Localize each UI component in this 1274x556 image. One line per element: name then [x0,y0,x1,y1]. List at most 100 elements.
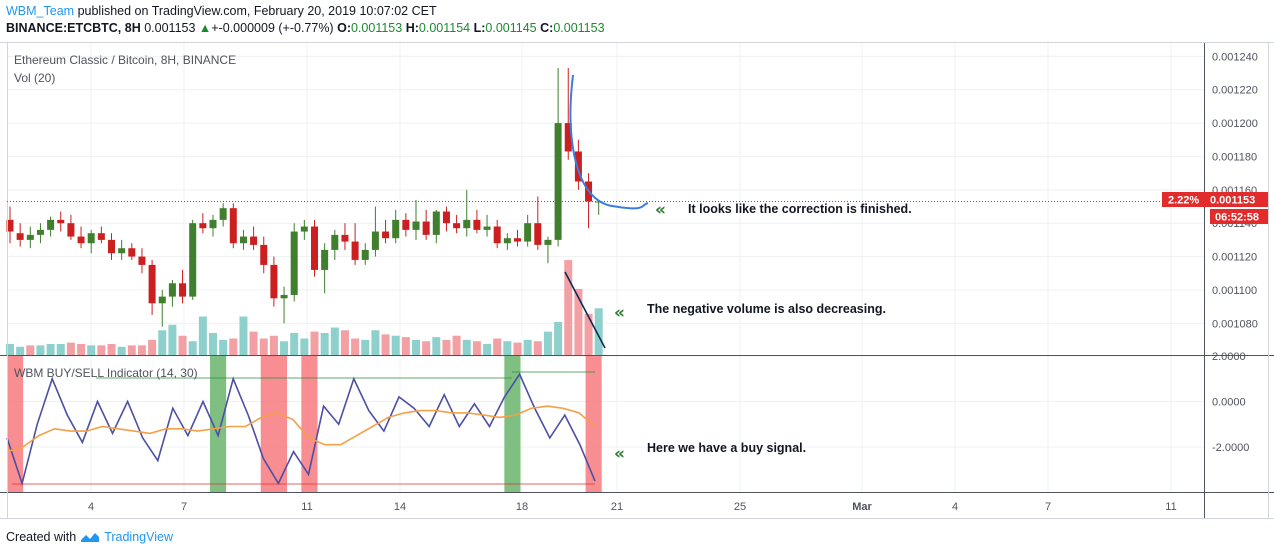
volume-bar [320,333,329,355]
volume-bar [148,339,157,355]
volume-bar [77,344,86,355]
candle-up [361,249,369,260]
volume-bar [16,346,25,355]
volume-bar [391,335,400,355]
drawings [7,74,1162,349]
high-value: 0.001154 [418,21,471,35]
volume-bar [97,345,106,355]
volume-bar [452,335,461,355]
volume-trend-line [564,271,606,349]
candle-down [341,234,349,242]
annotation-volume[interactable]: « The negative volume is also decreasing… [614,302,886,323]
time-tick-label: 11 [301,501,312,513]
candle-down [382,231,390,239]
countdown-badge-bg [1210,209,1268,224]
volume-legend: Vol (20) [14,71,55,85]
annotation-signal-text: Here we have a buy signal. [647,441,806,455]
countdown-badge: 06:52:58 [1215,212,1259,224]
candle-up [219,208,227,220]
candle-up [483,226,491,230]
candle-up [118,248,126,254]
volume-bar [483,344,492,355]
candle-up [432,211,440,235]
annotation-correction[interactable]: « It looks like the correction is finish… [655,200,912,220]
volume-bar [117,346,126,355]
volume-bar [107,344,116,355]
candle-up [371,231,379,250]
author-link[interactable]: WBM_Team [6,4,75,18]
time-axis[interactable]: 4 7 11 14 18 21 25 Mar 4 7 11 [88,501,1177,513]
indicator-tick-label: 2.0000 [1212,351,1246,363]
indicator-tick-label: -2.0000 [1212,442,1249,454]
time-tick-label: 14 [394,501,406,513]
candle-up [36,229,44,235]
candle-up [87,233,95,244]
volume-bar [56,344,65,355]
candle-down [250,236,258,245]
price-tick-label: 0.001180 [1212,151,1257,163]
annotation-correction-text: It looks like the correction is finished… [688,202,912,216]
volume-bar [290,333,299,355]
open-value: 0.001153 [350,21,403,35]
indicator-axis[interactable]: 2.0000 0.0000 -2.0000 [1212,351,1249,454]
close-value: 0.001153 [553,21,605,35]
candle-down [453,223,461,229]
candle-up [412,221,420,230]
chevron-left-icon: « [614,444,625,464]
low-value: 0.001145 [485,21,537,35]
candle-up [554,123,562,240]
indicator-tick-label: 0.0000 [1212,397,1246,409]
annotation-signal[interactable]: « Here we have a buy signal. [614,441,806,464]
time-tick-label: 11 [1165,501,1176,513]
candle-down [311,226,318,270]
volume-bar [543,331,552,355]
volume-bar [259,338,268,355]
correction-curve [569,74,649,210]
volume-bar [168,324,177,355]
candle-down [97,233,105,240]
tradingview-link[interactable]: TradingView [104,530,173,544]
candle-up [300,226,308,232]
candle-down [473,219,481,230]
candle-down [108,239,115,254]
candle-down [16,233,24,240]
price-badge-bg [1162,192,1268,207]
candle-down [6,219,14,232]
volume-bar [554,322,563,355]
volume-bars [6,260,603,355]
chevron-left-icon: « [655,200,666,220]
candle-down [514,238,521,242]
candle-down [138,256,146,265]
price-axis[interactable]: 0.0012400.0012200.0012000.0011800.001160… [1212,51,1258,330]
sell-signal-zone [260,356,288,492]
volume-bar [310,331,319,355]
tradingview-logo-icon [81,533,100,542]
volume-bar [127,345,136,355]
price-badge: 2.22% 0.001153 06:52:58 [1162,192,1268,224]
sell-signal-zone [585,356,602,492]
volume-bar [442,339,451,355]
candle-up [280,294,288,299]
volume-bar [533,341,542,355]
candle-up [168,283,176,297]
candle-down [534,223,542,245]
candle-down [574,151,582,182]
ohlc-bar: BINANCE:ETCBTC, 8H 0.001153 ▲+-0.000009 … [6,21,605,35]
candle-up [331,234,339,250]
sell-signal-zone [7,356,24,492]
high-label: H: [405,21,419,35]
candle-down [493,226,501,244]
candle-up [47,219,55,230]
volume-bar [269,335,278,355]
candle-down [148,264,156,304]
candle-up [392,219,400,239]
volume-bar [594,308,603,355]
volume-bar [229,338,238,355]
volume-bar [26,345,35,355]
price-change: +-0.000009 (+-0.77%) [211,21,334,35]
candle-up [209,219,217,229]
volume-bar [249,331,258,355]
chevron-left-icon: « [614,303,625,323]
symbol-label: BINANCE:ETCBTC, 8H [6,21,141,35]
